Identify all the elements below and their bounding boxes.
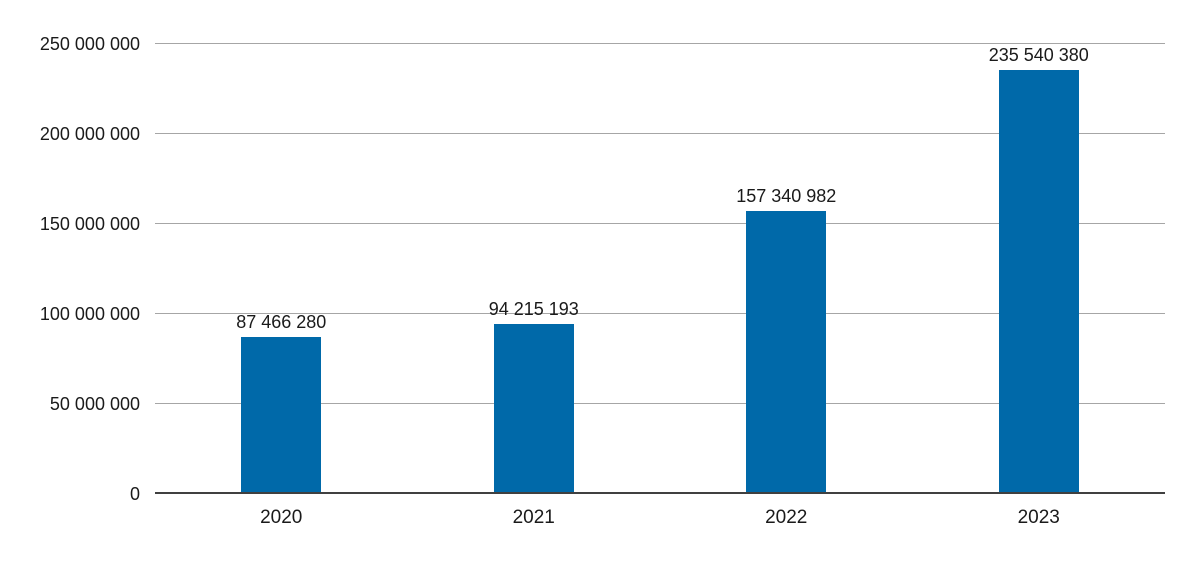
bar-value-label: 235 540 380: [988, 45, 1089, 66]
bar-2022: [746, 210, 827, 494]
y-axis-tick-label: 100 000 000: [39, 304, 140, 324]
x-axis-line: [155, 492, 1165, 494]
bar-2023: [998, 70, 1079, 494]
y-axis-tick-label: 0: [129, 484, 140, 504]
y-axis-tick-label: 150 000 000: [39, 214, 140, 234]
plot-area: [155, 43, 1165, 494]
gridline: [155, 313, 1165, 314]
bar-2021: [493, 324, 574, 494]
gridline: [155, 43, 1165, 44]
y-axis-tick-label: 200 000 000: [39, 124, 140, 144]
bar-value-label: 157 340 982: [736, 185, 837, 206]
x-axis-label: 2020: [260, 507, 303, 528]
x-axis-label: 2021: [512, 507, 555, 528]
gridline: [155, 133, 1165, 134]
y-axis-tick-label: 250 000 000: [39, 34, 140, 54]
gridline: [155, 403, 1165, 404]
y-axis-tick-label: 50 000 000: [49, 394, 140, 414]
x-axis-label: 2022: [765, 507, 808, 528]
x-axis-label: 2023: [1017, 507, 1060, 528]
gridline: [155, 223, 1165, 224]
bar-2020: [241, 336, 322, 494]
bar-value-label: 87 466 280: [236, 311, 327, 332]
bar-value-label: 94 215 193: [488, 299, 579, 320]
